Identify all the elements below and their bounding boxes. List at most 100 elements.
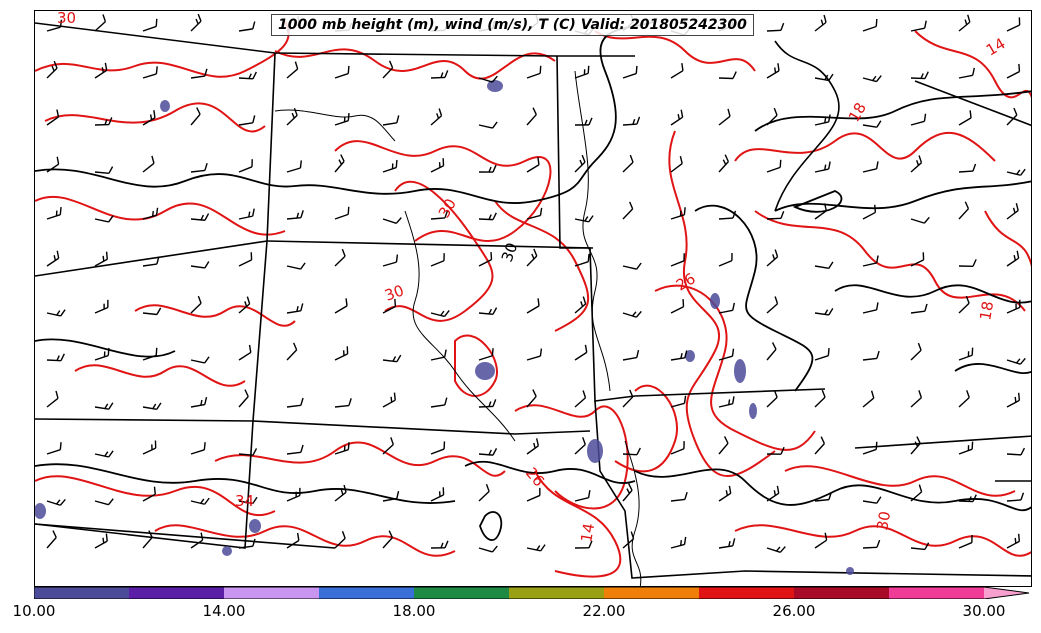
wind-barb: [526, 438, 540, 455]
wind-barb: [334, 398, 352, 408]
wind-barb: [478, 212, 497, 221]
wind-barb: [814, 73, 834, 82]
wind-barb: [718, 485, 732, 502]
wind-barb: [910, 484, 923, 502]
wind-barb: [334, 484, 347, 502]
wind-barb: [94, 62, 108, 79]
wind-barb: [238, 538, 256, 549]
contour-label: 26: [522, 464, 548, 490]
wind-barb: [1006, 17, 1021, 32]
wind-barb: [622, 447, 641, 456]
wind-barb: [862, 302, 879, 314]
wind-barb: [670, 253, 685, 267]
colorbar-segment: [129, 587, 224, 599]
wind-barb: [94, 498, 114, 506]
wind-barb: [670, 491, 688, 502]
contour-label: 14: [577, 522, 598, 544]
wind-barb: [1006, 492, 1025, 502]
wind-barb: [334, 442, 350, 455]
wind-barb: [382, 437, 394, 455]
wind-barb: [670, 299, 685, 314]
wind-barb: [238, 448, 258, 456]
wind-barb: [670, 536, 687, 549]
wind-barb: [574, 296, 587, 314]
wind-barb: [46, 353, 65, 362]
wind-barb: [910, 342, 922, 361]
colorbar-extend-arrow: [984, 587, 1029, 599]
wind-barb: [814, 114, 831, 126]
wind-barb: [142, 347, 158, 361]
wind-barb: [670, 109, 684, 126]
wind-barb: [526, 389, 537, 408]
contour-labels: 30 30 30 30 26 26 34 18 14 18 14 30: [57, 11, 1009, 544]
wind-barb: [814, 308, 834, 316]
colorbar-tick-label: 10.00: [12, 602, 56, 620]
state-borders: [35, 22, 1031, 579]
wind-barb: [478, 75, 498, 83]
wind-barb: [1006, 202, 1019, 220]
wind-barb: [430, 210, 449, 220]
wind-barb: [526, 544, 546, 552]
wind-barb: [766, 389, 778, 408]
wind-barb: [334, 154, 345, 173]
wind-barb: [1006, 299, 1021, 314]
wind-barb: [142, 155, 155, 173]
wind-barb: [46, 109, 60, 126]
wind-barb: [862, 496, 882, 504]
wind-barb: [766, 22, 785, 32]
wind-barb: [430, 108, 443, 126]
wind-barb: [1006, 168, 1026, 176]
wind-barb: [190, 532, 204, 549]
wind-barb: [574, 437, 586, 455]
contour-label: 18: [845, 99, 870, 125]
wind-barb: [142, 66, 158, 79]
wind-barb: [190, 356, 210, 364]
wind-barb: [382, 217, 402, 225]
wind-barb: [382, 354, 402, 363]
wind-barb: [814, 14, 827, 32]
wind-barb: [910, 71, 929, 80]
wind-barb: [334, 530, 346, 549]
wind-barb: [238, 252, 253, 267]
wind-barb: [574, 65, 590, 79]
wind-barb: [238, 344, 252, 361]
rivers: [274, 70, 642, 586]
wind-barb: [910, 436, 921, 455]
wind-barb: [478, 252, 493, 267]
wind-barb: [910, 20, 927, 32]
wind-barb: [94, 14, 107, 32]
wind-barb: [526, 348, 543, 361]
wind-barb: [430, 310, 450, 318]
wind-barb: [94, 299, 109, 314]
wind-barb: [958, 534, 973, 549]
shaded-regions: [35, 80, 854, 575]
wind-barb: [286, 210, 304, 220]
wind-barb: [286, 262, 306, 270]
wind-barb: [142, 256, 160, 267]
wind-barb: [190, 442, 206, 455]
wind-barb: [814, 161, 831, 173]
wind-barb: [190, 396, 208, 408]
wind-barb: [574, 344, 588, 361]
wind-barb: [670, 350, 688, 361]
contour-label: 34: [235, 492, 254, 510]
contour-label: 18: [976, 300, 997, 322]
wind-barb: [718, 210, 737, 220]
wind-barb: [238, 159, 253, 173]
wind-barb: [190, 68, 208, 79]
wind-barb: [46, 207, 62, 220]
colorbar-segment: [699, 587, 794, 599]
wind-barb: [814, 389, 826, 408]
wind-barb: [1006, 392, 1021, 408]
wind-barb: [478, 307, 498, 315]
contour-label: 30: [435, 195, 460, 221]
wind-barb: [94, 166, 114, 174]
wind-barb: [814, 492, 832, 502]
wind-barb: [46, 499, 66, 506]
wind-barb: [766, 107, 778, 126]
wind-barb: [718, 108, 731, 126]
wind-barb: [958, 390, 970, 408]
contour-label: 14: [983, 34, 1009, 59]
wind-barb: [286, 107, 298, 126]
wind-barb: [46, 60, 58, 79]
